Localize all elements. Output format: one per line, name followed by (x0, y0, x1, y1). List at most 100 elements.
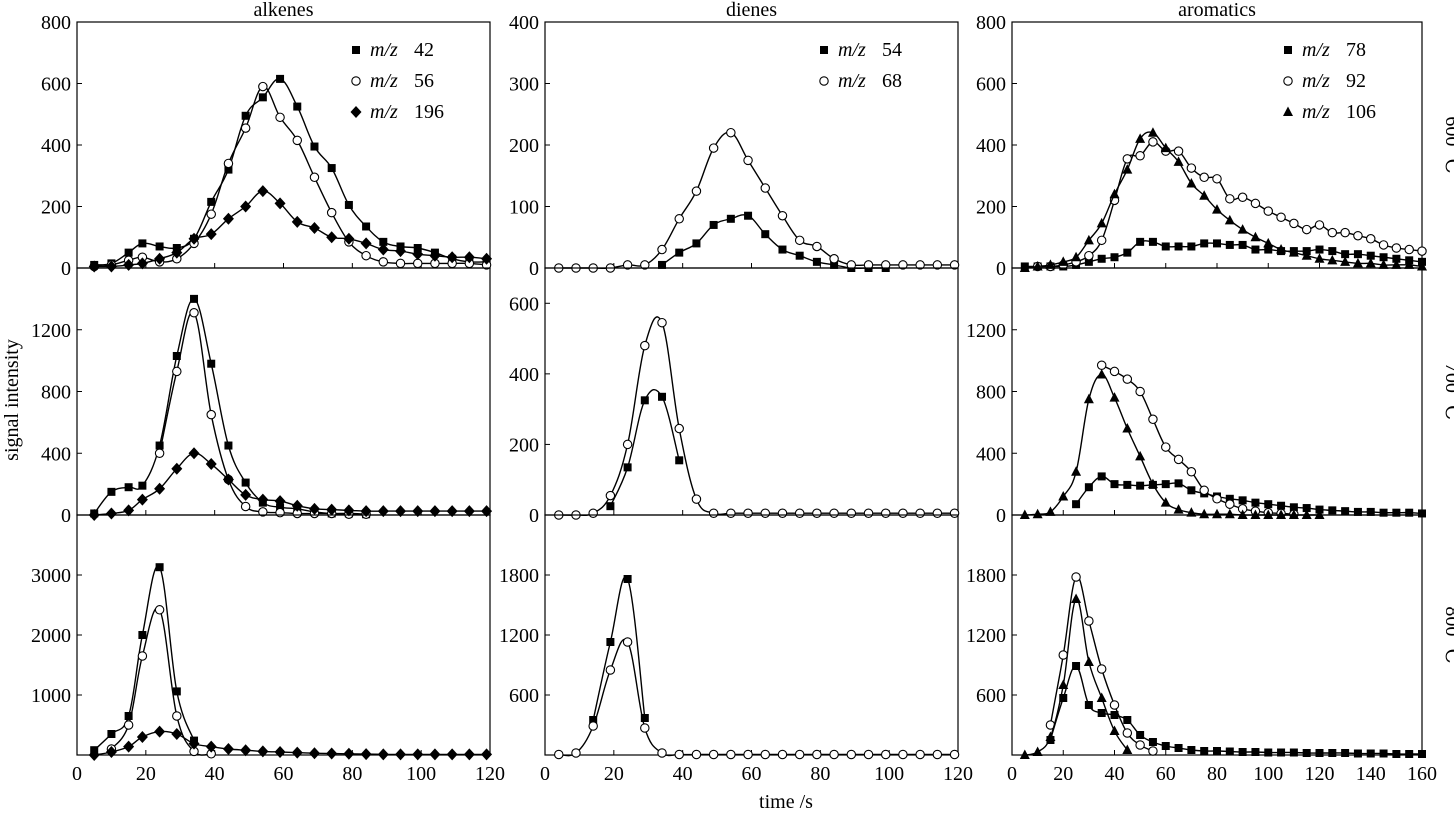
data-point (308, 747, 320, 760)
data-point (1365, 257, 1376, 268)
data-point (1353, 250, 1362, 259)
x-tick-label: 100 (874, 763, 904, 785)
data-point (1237, 192, 1248, 203)
data-point (1212, 494, 1222, 504)
data-point (1186, 507, 1197, 517)
series-m-z-196 (88, 725, 493, 761)
data-point (1264, 748, 1273, 757)
data-point (360, 748, 372, 761)
data-point (1199, 190, 1210, 200)
data-point (275, 112, 285, 123)
series-line (1101, 364, 1294, 515)
data-point (1161, 442, 1171, 452)
data-point (395, 245, 407, 258)
legend-label: m/z (370, 101, 398, 123)
series-line (1024, 240, 1423, 268)
plot-frame (544, 267, 959, 516)
data-point (1251, 245, 1260, 254)
data-point (88, 260, 100, 273)
data-point (1276, 212, 1286, 223)
data-point (308, 502, 320, 515)
data-point (589, 716, 598, 724)
data-point (743, 155, 753, 166)
data-point (190, 294, 199, 303)
data-point (1301, 509, 1312, 519)
panel-alkenes-800: 1000 2000 3000 0 20 40 60 80 100 120 (31, 514, 505, 785)
series-m-z-68 (554, 127, 960, 273)
legend-label: m/z (838, 70, 866, 92)
data-point (206, 409, 216, 420)
series-m-z-78 (1020, 237, 1426, 271)
data-point (691, 494, 702, 504)
data-point (658, 260, 667, 269)
legend: m/z 42 m/z 56 m/z 196 (350, 39, 444, 123)
data-point (412, 248, 424, 261)
data-point (1110, 711, 1119, 719)
data-point (481, 505, 493, 518)
data-point (1045, 731, 1056, 741)
data-point (1161, 480, 1170, 489)
data-point (207, 197, 216, 206)
data-point (1083, 234, 1094, 245)
data-point (1122, 423, 1133, 433)
x-tick-label: 0 (1007, 763, 1017, 785)
series-line (1075, 475, 1423, 515)
data-point (224, 441, 233, 450)
data-point (708, 143, 719, 153)
y-tick-label: 400 (976, 135, 1006, 157)
data-point (1212, 174, 1222, 184)
data-point (554, 749, 564, 760)
data-point (1084, 616, 1094, 626)
data-point (588, 508, 598, 518)
data-point (1173, 504, 1184, 514)
data-point (846, 749, 857, 760)
data-point (105, 746, 117, 758)
data-point (107, 487, 116, 496)
data-point (1288, 247, 1299, 257)
data-point (412, 505, 424, 518)
data-point (429, 748, 441, 761)
data-point (1276, 244, 1287, 254)
data-point (155, 563, 164, 572)
data-point (1058, 650, 1069, 660)
data-point (932, 749, 943, 760)
data-point (898, 749, 908, 760)
legend-value: 42 (414, 39, 434, 61)
data-point (123, 740, 135, 753)
data-point (171, 728, 183, 740)
data-point (154, 448, 165, 458)
x-tick-label: 60 (274, 763, 294, 785)
legend-marker (1283, 106, 1293, 116)
data-point (1379, 749, 1388, 758)
data-point (1148, 137, 1158, 147)
data-point (1160, 497, 1171, 507)
data-point (863, 260, 874, 270)
data-point (291, 746, 303, 759)
data-point (761, 230, 770, 239)
series-m-z-106 (1019, 127, 1427, 272)
panel-aromatics-800: 600 1200 1800 0 20 40 60 80 100 120 140 160 800 ℃ (966, 514, 1454, 785)
data-point (446, 505, 458, 518)
data-point (1314, 253, 1325, 263)
data-point (932, 508, 943, 518)
data-point (571, 748, 581, 758)
data-point (605, 665, 616, 675)
data-point (1096, 360, 1107, 371)
data-point (657, 244, 667, 255)
data-point (1123, 480, 1132, 489)
data-point (1200, 747, 1209, 755)
data-point (1122, 728, 1133, 738)
data-point (155, 242, 164, 251)
data-point (812, 257, 821, 266)
data-point (1288, 509, 1299, 519)
data-point (205, 458, 217, 471)
y-tick-label: 400 (976, 443, 1006, 465)
data-point (395, 748, 407, 761)
data-point (343, 504, 355, 517)
data-point (932, 260, 943, 270)
data-point (709, 220, 718, 229)
data-point (137, 651, 148, 661)
data-point (155, 441, 164, 450)
y-tick-label: 2000 (31, 625, 71, 647)
x-tick-label: 120 (943, 763, 973, 785)
